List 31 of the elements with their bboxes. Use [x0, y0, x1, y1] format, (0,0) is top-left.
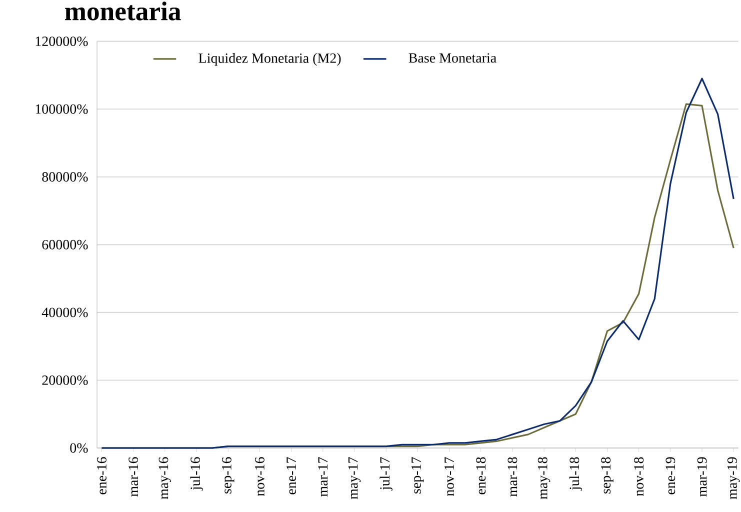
- x-tick-label: nov-17: [444, 457, 454, 496]
- x-tick-label: mar-17: [318, 457, 328, 497]
- x-tick-label: mar-16: [128, 457, 138, 497]
- legend-label: Base Monetaria: [408, 53, 496, 63]
- x-tick-label: ene-18: [476, 457, 486, 494]
- x-tick-label: jul-16: [190, 457, 203, 491]
- x-tick-label: may-18: [538, 457, 550, 500]
- x-tick-label: mar-19: [697, 457, 707, 497]
- y-tick-label: 80000%: [42, 172, 88, 182]
- x-tick-label: ene-17: [286, 457, 296, 494]
- legend-label: Liquidez Monetaria (M2): [198, 53, 341, 66]
- x-tick-label: jul-17: [380, 457, 392, 491]
- x-tick-label: may-19: [727, 457, 740, 500]
- x-tick-label: may-16: [158, 457, 172, 500]
- y-tick-label: 120000%: [36, 36, 88, 46]
- x-tick-label: sep-17: [412, 457, 424, 494]
- chart-title: monetaria: [64, 2, 181, 20]
- y-tick-label: 100000%: [36, 104, 88, 114]
- x-tick-label: sep-16: [222, 457, 234, 494]
- x-tick-label: may-17: [348, 457, 361, 500]
- y-tick-label: 0%: [70, 443, 88, 453]
- x-tick-label: jul-18: [569, 457, 582, 491]
- x-tick-label: ene-19: [666, 457, 676, 494]
- x-tick-label: nov-18: [634, 457, 644, 496]
- x-tick-label: sep-18: [601, 457, 614, 494]
- y-tick-label: 20000%: [42, 375, 88, 385]
- x-tick-label: nov-16: [255, 457, 264, 496]
- x-tick-label: mar-18: [508, 457, 518, 497]
- y-tick-label: 60000%: [42, 240, 88, 250]
- x-tick-label: ene-16: [97, 457, 106, 494]
- y-tick-label: 40000%: [42, 308, 88, 318]
